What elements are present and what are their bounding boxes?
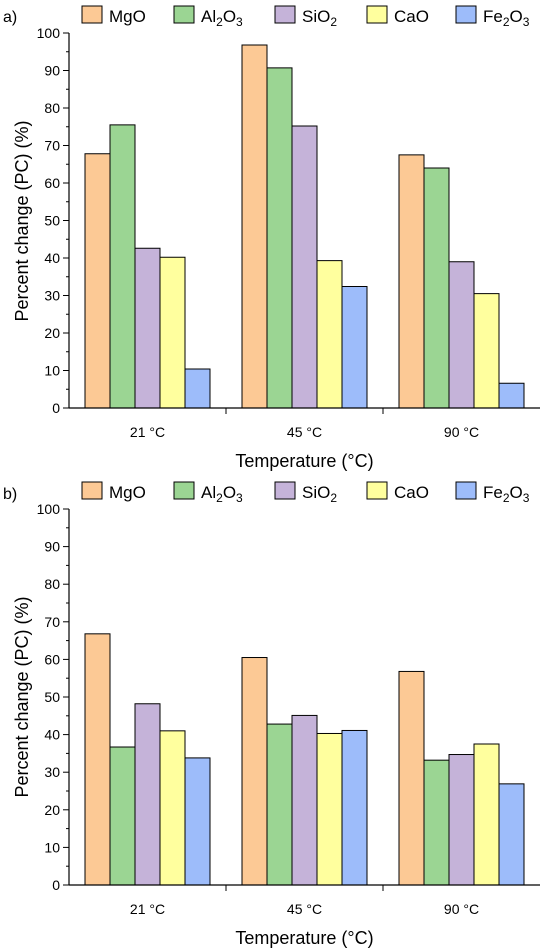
bar <box>473 743 500 886</box>
legend-entry: CaO <box>394 483 429 502</box>
y-tick-label: 80 <box>44 100 60 116</box>
bar <box>473 293 500 409</box>
bar <box>316 732 343 886</box>
bar <box>109 746 136 886</box>
bar <box>423 759 450 886</box>
bar <box>398 154 425 409</box>
y-tick-label: 60 <box>44 651 60 667</box>
bar <box>423 167 450 409</box>
bar <box>241 44 268 409</box>
bar <box>241 657 268 886</box>
y-tick-label: 30 <box>44 288 60 304</box>
y-tick-label: 50 <box>44 213 60 229</box>
x-tick-label: 45 °C <box>287 901 322 917</box>
y-tick-label: 100 <box>37 25 61 41</box>
legend-entry: CaO <box>394 7 429 26</box>
y-tick-label: 40 <box>44 727 60 743</box>
legend-swatch <box>81 481 103 500</box>
bar <box>341 729 368 886</box>
bar <box>84 153 111 409</box>
bar <box>448 754 475 886</box>
legend-entry: SiO2 <box>302 7 337 29</box>
bar <box>341 286 368 409</box>
panel-label: a) <box>3 9 17 26</box>
legend-swatch <box>455 481 477 500</box>
y-tick-label: 20 <box>44 325 60 341</box>
bar <box>398 670 425 886</box>
legend-swatch <box>81 5 103 24</box>
y-tick-label: 90 <box>44 63 60 79</box>
legend-swatch <box>366 481 388 500</box>
y-tick-label: 40 <box>44 250 60 266</box>
y-tick-label: 10 <box>44 363 60 379</box>
bar <box>498 382 525 409</box>
bar <box>266 723 293 886</box>
x-tick-label: 90 °C <box>444 424 479 440</box>
x-tick-label: 45 °C <box>287 424 322 440</box>
panel-label: b) <box>3 486 17 503</box>
legend-entry: MgO <box>109 483 146 502</box>
y-tick-label: 0 <box>52 400 60 416</box>
bar <box>134 703 161 886</box>
y-tick-label: 70 <box>44 614 60 630</box>
legend-swatch <box>274 481 296 500</box>
x-axis-title: Temperature (°C) <box>235 451 373 471</box>
y-tick-label: 80 <box>44 576 60 592</box>
x-axis-title: Temperature (°C) <box>235 928 373 948</box>
legend-swatch <box>173 5 195 24</box>
bar <box>159 730 186 886</box>
bar <box>448 261 475 409</box>
chart-panel-2: b) MgO Al2O3 SiO2 CaO Fe2O3 21 °C 45 °C 90 °C 0 10… <box>3 481 540 948</box>
y-tick-label: 10 <box>44 839 60 855</box>
bar <box>184 368 211 409</box>
bar <box>184 757 211 886</box>
legend-entry: Al2O3 <box>201 483 243 505</box>
y-tick-label: 100 <box>37 501 61 517</box>
legend-entry: MgO <box>109 7 146 26</box>
y-axis-title: Percent change (PC) (%) <box>12 120 32 321</box>
bar <box>291 125 318 409</box>
legend-entry: Al2O3 <box>201 7 243 29</box>
bar <box>134 247 161 409</box>
chart-panel-1: a) MgO Al2O3 SiO2 CaO Fe2O3 21 °C 45 °C 90 °C 0 10… <box>3 5 540 471</box>
y-tick-label: 50 <box>44 689 60 705</box>
y-tick-label: 30 <box>44 764 60 780</box>
y-tick-label: 90 <box>44 539 60 555</box>
legend-swatch <box>173 481 195 500</box>
x-tick-label: 21 °C <box>130 424 165 440</box>
bar <box>266 67 293 409</box>
x-tick-label: 21 °C <box>130 901 165 917</box>
bar <box>498 783 525 886</box>
bar <box>316 260 343 409</box>
x-tick-label: 90 °C <box>444 901 479 917</box>
bar <box>109 124 136 409</box>
y-tick-label: 20 <box>44 802 60 818</box>
y-axis-title: Percent change (PC) (%) <box>12 596 32 797</box>
y-tick-label: 70 <box>44 138 60 154</box>
legend-entry: Fe2O3 <box>483 7 530 29</box>
bar <box>291 714 318 886</box>
legend-swatch <box>274 5 296 24</box>
bar <box>84 633 111 886</box>
y-tick-label: 0 <box>52 877 60 893</box>
legend-swatch <box>366 5 388 24</box>
y-tick-label: 60 <box>44 175 60 191</box>
bar <box>159 256 186 409</box>
legend-entry: SiO2 <box>302 483 337 505</box>
legend-entry: Fe2O3 <box>483 483 530 505</box>
legend-swatch <box>455 5 477 24</box>
